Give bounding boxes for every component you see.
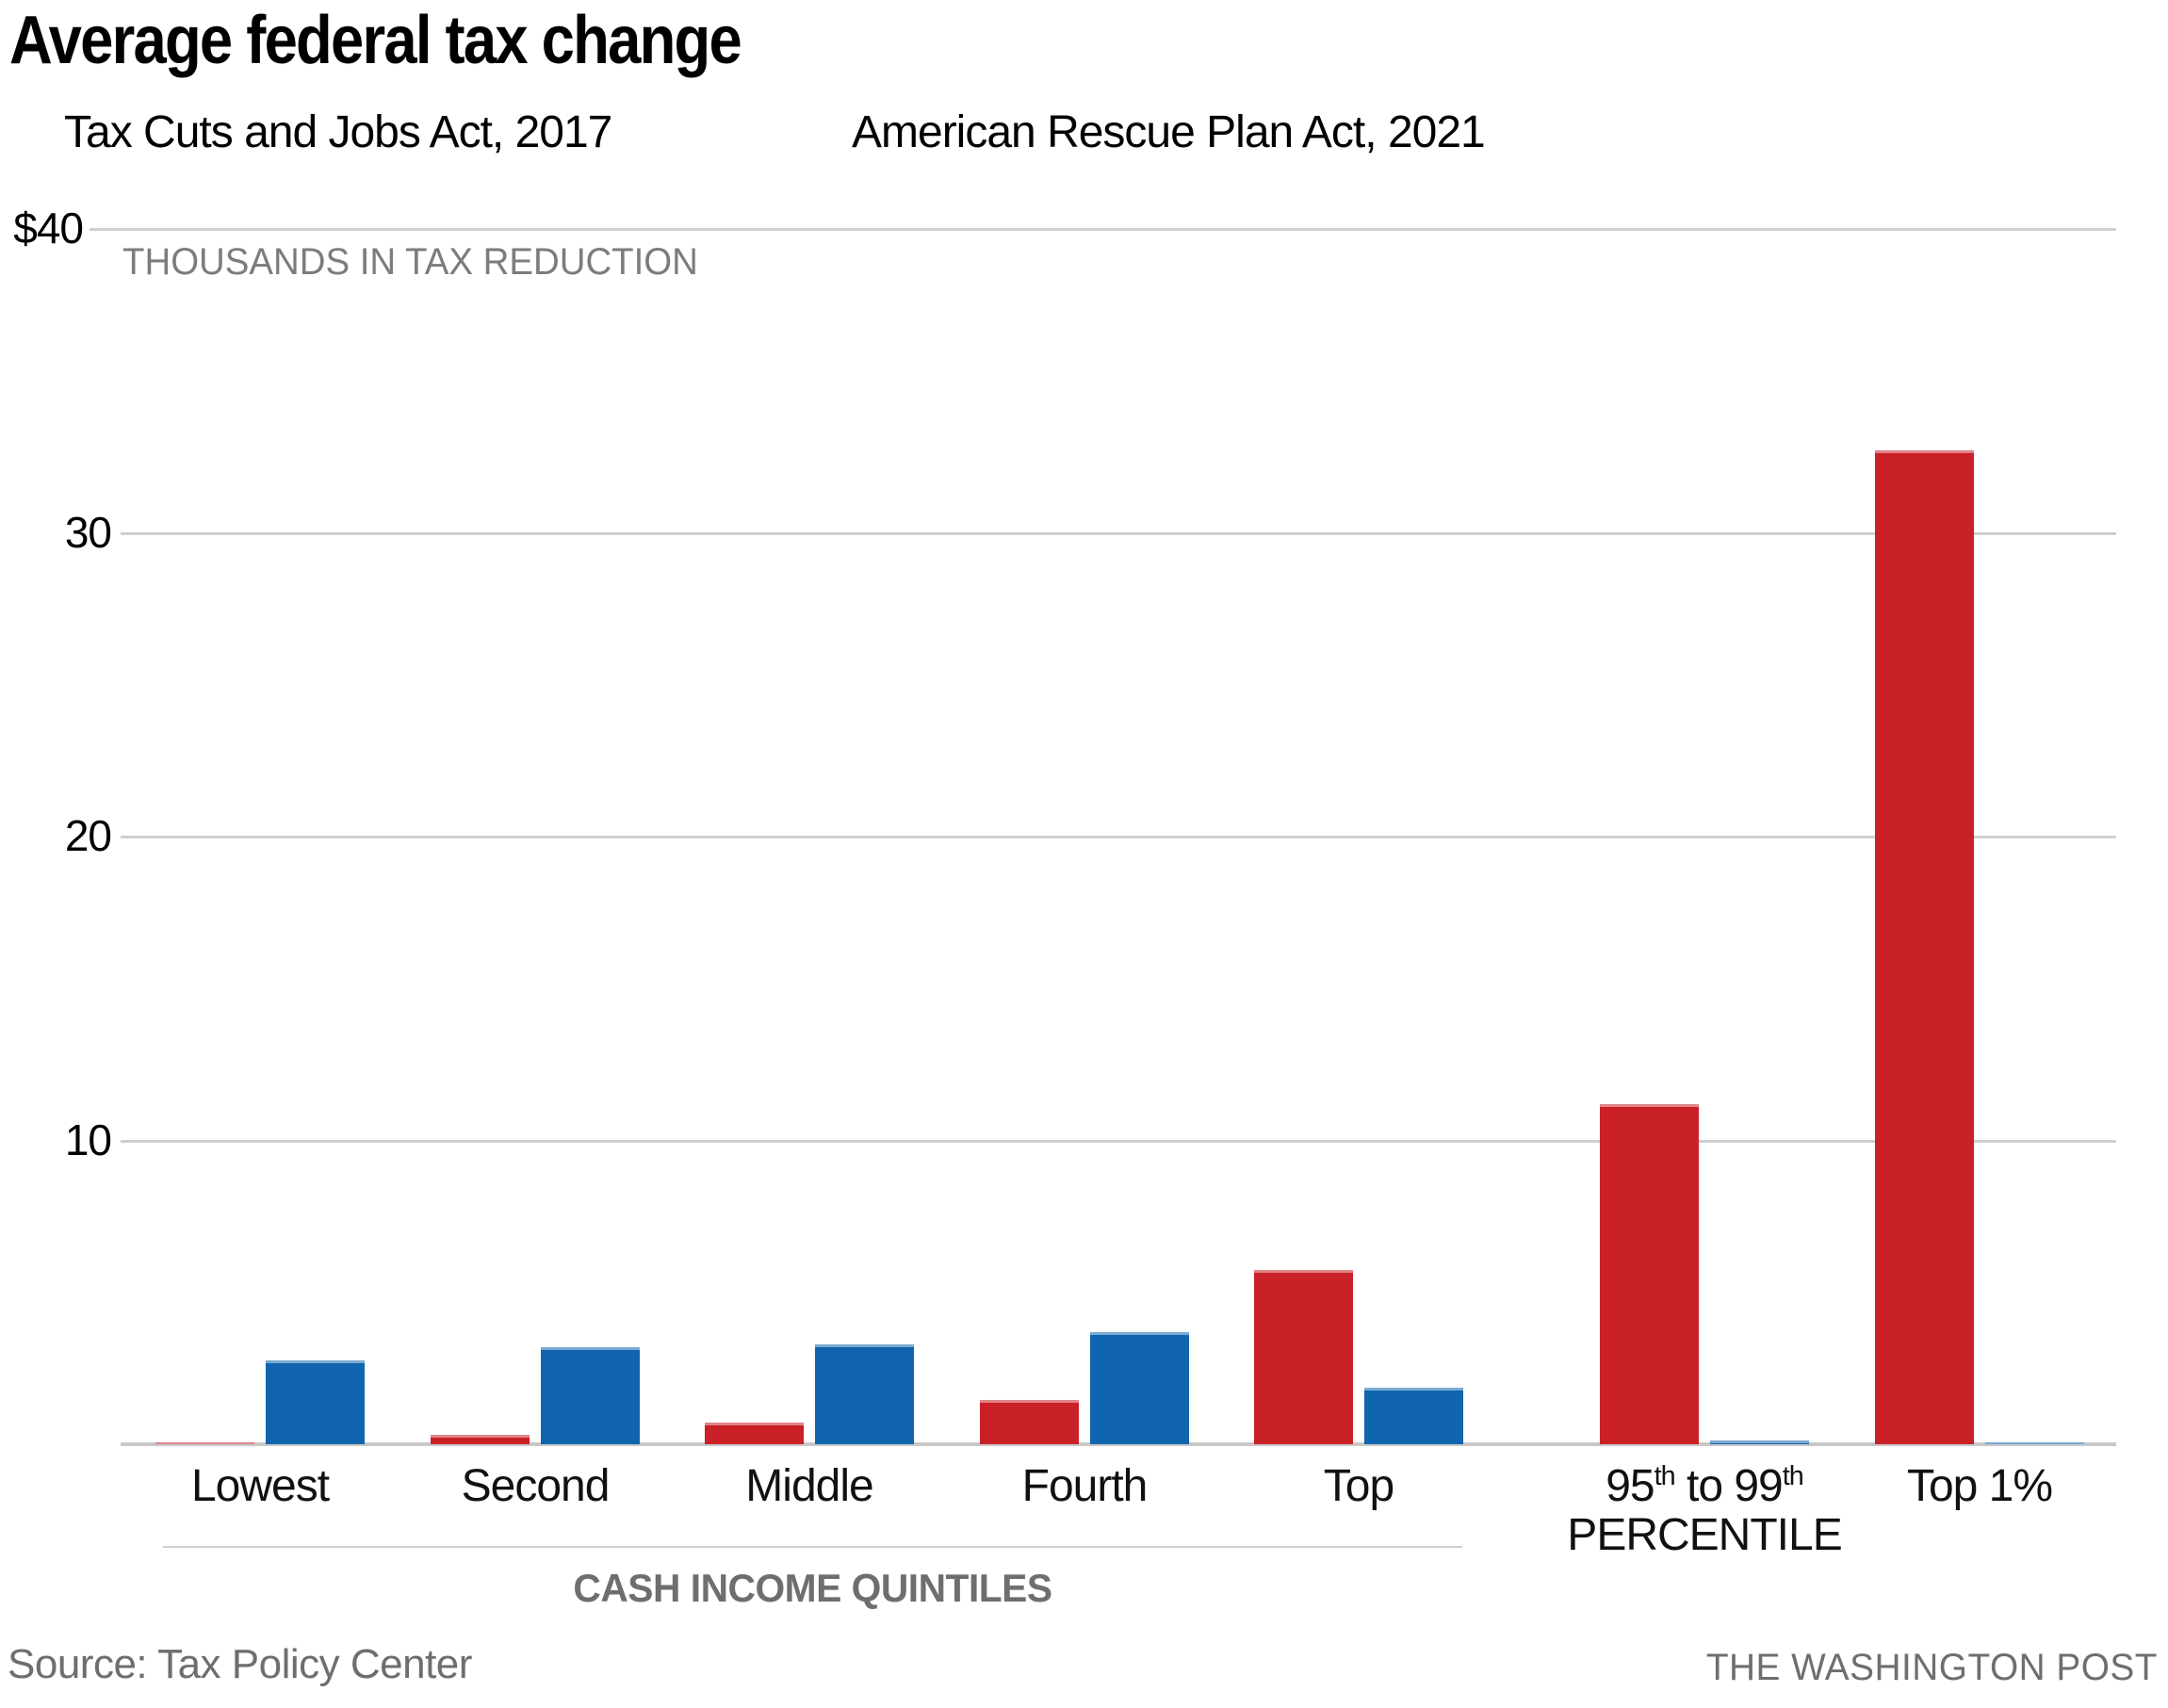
quintile-bracket-line — [163, 1546, 1462, 1548]
legend-label-tcja: Tax Cuts and Jobs Act, 2017 — [64, 106, 612, 157]
bar-tcja-4 — [980, 1400, 1079, 1444]
bar-tcja-5 — [1254, 1270, 1353, 1444]
legend-dot-blue-icon — [799, 113, 835, 151]
bar-tcja-3 — [705, 1423, 804, 1444]
gridline-40 — [90, 228, 2116, 231]
x-axis-label-7: Top 1% — [1906, 1461, 2053, 1511]
legend-dot-red-icon — [11, 113, 47, 151]
y-axis-unit-caption: THOUSANDS IN TAX REDUCTION — [122, 241, 698, 283]
x-axis-label-1: Lowest — [190, 1461, 330, 1511]
bar-tcja-6 — [1600, 1104, 1699, 1444]
x-axis-label-4: Fourth — [1021, 1461, 1149, 1511]
bar-tcja-1 — [155, 1442, 254, 1444]
bar-arpa-7 — [1985, 1442, 2084, 1444]
bar-tcja-2 — [431, 1435, 530, 1444]
x-axis-label-3: Middle — [745, 1461, 873, 1511]
bar-arpa-3 — [815, 1344, 914, 1444]
x-axis-label-5: Top — [1323, 1461, 1394, 1511]
bar-arpa-4 — [1090, 1332, 1189, 1444]
legend-item-arpa: American Rescue Plan Act, 2021 — [799, 106, 1486, 158]
x-axis-label-2: Second — [461, 1461, 611, 1511]
gridline-30 — [121, 532, 2116, 535]
y-tick-label-10: 10 — [64, 1115, 112, 1164]
x-axis-baseline — [121, 1442, 2116, 1446]
gridline-10 — [121, 1140, 2116, 1143]
bar-arpa-5 — [1364, 1388, 1463, 1444]
bar-arpa-1 — [266, 1360, 365, 1444]
source-note: Source: Tax Policy Center — [8, 1641, 472, 1687]
y-tick-label-30: 30 — [64, 508, 112, 557]
bar-tcja-7 — [1875, 450, 1974, 1444]
legend-label-arpa: American Rescue Plan Act, 2021 — [852, 106, 1486, 157]
legend-item-tcja: Tax Cuts and Jobs Act, 2017 — [11, 106, 612, 158]
bar-arpa-2 — [541, 1347, 640, 1444]
bar-arpa-6 — [1710, 1440, 1809, 1444]
chart-title: Average federal tax change — [9, 3, 742, 78]
publisher-credit: THE WASHINGTON POST — [1705, 1647, 2158, 1688]
gridline-20 — [121, 836, 2116, 838]
y-tick-label-40: $40 — [13, 203, 84, 252]
x-axis-group-label: CASH INCOME QUINTILES — [573, 1566, 1052, 1610]
y-tick-label-20: 20 — [64, 811, 112, 860]
x-axis-label-6: 95th to 99th PERCENTILE — [1567, 1461, 1842, 1560]
